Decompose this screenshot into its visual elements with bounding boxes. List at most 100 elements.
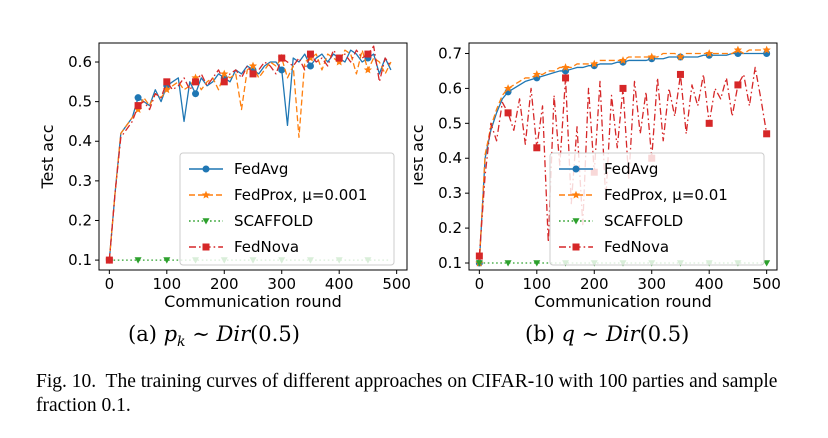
data-point	[249, 70, 257, 78]
subcaption-dist: Dir	[605, 322, 640, 346]
legend-marker	[202, 218, 210, 225]
x-tick-label: 0	[475, 275, 485, 293]
legend-marker	[571, 190, 581, 199]
data-point	[162, 85, 171, 94]
data-point	[475, 260, 483, 267]
subcaption-dist: Dir	[216, 322, 251, 346]
data-point	[504, 260, 512, 267]
data-point	[335, 54, 343, 62]
data-point	[475, 252, 483, 260]
data-point	[134, 257, 142, 264]
y-tick-label: 0.3	[68, 172, 92, 190]
legend-label: SCAFFOLD	[604, 212, 683, 230]
data-point	[762, 45, 771, 54]
y-tick-label: 0.3	[438, 184, 462, 202]
legend-label: FedAvg	[234, 160, 288, 178]
y-tick-label: 0.2	[68, 211, 92, 229]
legend-box	[179, 152, 395, 266]
data-point	[248, 61, 258, 70]
y-tick-label: 0.2	[438, 219, 462, 237]
data-point	[220, 78, 228, 86]
y-tick-label: 0.6	[68, 53, 92, 71]
subcaption-rel: ∼	[581, 322, 600, 346]
x-tick-label: 500	[752, 275, 781, 293]
y-tick-label: 0.6	[438, 79, 462, 97]
legend-box	[549, 152, 765, 266]
chart-panel-b: 0 100 200 300 400 500 0.1 0.2 0.3 0.4 0.5 0.6 0.7 Com…	[408, 0, 828, 320]
data-point	[134, 102, 142, 110]
legend-marker	[572, 165, 580, 173]
legend-marker	[201, 190, 211, 199]
y-tick-label: 0.4	[438, 149, 462, 167]
legend-label: FedProx, μ=0.01	[604, 186, 728, 204]
chart-panel-a: 0 100 200 300 400 500 0.1 0.2 0.3 0.4 0.5 0.6 Commun…	[0, 0, 414, 320]
data-point	[533, 260, 541, 267]
x-tick-label: 300	[267, 275, 296, 293]
x-tick-label: 200	[210, 275, 239, 293]
y-tick-label: 0.1	[438, 254, 462, 272]
subcaption-letter: (b)	[525, 322, 555, 346]
data-point	[763, 260, 771, 267]
data-point	[364, 50, 372, 58]
data-point	[733, 45, 743, 54]
x-axis-label: Communication round	[164, 292, 342, 311]
data-point	[335, 57, 344, 66]
legend: FedAvg FedProx, μ=0.01 SCAFFOLD FedNova	[549, 152, 765, 266]
data-point	[278, 54, 286, 62]
data-point	[192, 78, 200, 86]
legend-marker	[202, 243, 210, 251]
subcaption-var: q	[561, 322, 575, 346]
subcaption-rel: ∼	[192, 322, 210, 346]
data-point	[363, 65, 373, 74]
data-point	[163, 78, 171, 86]
data-point	[220, 69, 229, 78]
data-point	[734, 81, 742, 89]
data-point	[619, 84, 627, 92]
x-tick-label: 100	[522, 275, 551, 293]
legend-label: FedNova	[234, 238, 299, 256]
data-point	[533, 144, 541, 152]
plot-frame	[98, 42, 408, 271]
data-point	[676, 70, 684, 78]
x-tick-label: 0	[105, 275, 115, 293]
data-point	[532, 70, 541, 78]
x-tick-label: 500	[382, 275, 411, 293]
data-point	[134, 94, 142, 102]
y-axis-label: Test acc	[414, 125, 427, 190]
data-point	[676, 52, 685, 61]
data-point	[705, 119, 713, 127]
y-tick-label: 0.4	[68, 132, 92, 150]
x-tick-label: 300	[637, 275, 666, 293]
y-tick-label: 0.5	[68, 93, 92, 111]
subcaption-arg: (0.5)	[639, 322, 690, 346]
data-point	[562, 74, 570, 82]
data-point	[647, 52, 656, 61]
legend: FedAvg FedProx, μ=0.001 SCAFFOLD FedNova	[179, 152, 395, 266]
subcaption-var: p	[163, 322, 178, 346]
figure-label: Fig. 10.	[36, 371, 97, 392]
data-point	[192, 90, 200, 98]
x-tick-label: 400	[695, 275, 724, 293]
y-tick-label: 0.7	[438, 44, 462, 62]
x-axis-label: Communication round	[534, 292, 712, 311]
legend-label: SCAFFOLD	[234, 212, 313, 230]
subcaption-letter: (a)	[128, 322, 157, 346]
data-point	[306, 62, 314, 70]
subcaption-arg: (0.5)	[250, 322, 300, 346]
data-point	[763, 130, 771, 138]
data-point	[503, 84, 513, 92]
series-fednova	[105, 45, 392, 264]
series-line	[108, 45, 392, 261]
data-point	[561, 63, 570, 71]
data-point	[705, 49, 714, 57]
legend-marker	[202, 165, 210, 173]
x-tick-label: 100	[152, 275, 181, 293]
chart-a: 0 100 200 300 400 500 0.1 0.2 0.3 0.4 0.5 0.6 Commun…	[38, 42, 411, 311]
figure-caption-text: The training curves of different approac…	[36, 371, 778, 416]
data-point	[105, 256, 113, 264]
subcaption-sub: k	[177, 334, 186, 351]
legend-marker	[572, 243, 580, 251]
subcaption-a: (a) pk ∼ Dir(0.5)	[128, 322, 300, 350]
x-tick-label: 400	[325, 275, 354, 293]
legend-label: FedProx, μ=0.001	[234, 186, 367, 204]
